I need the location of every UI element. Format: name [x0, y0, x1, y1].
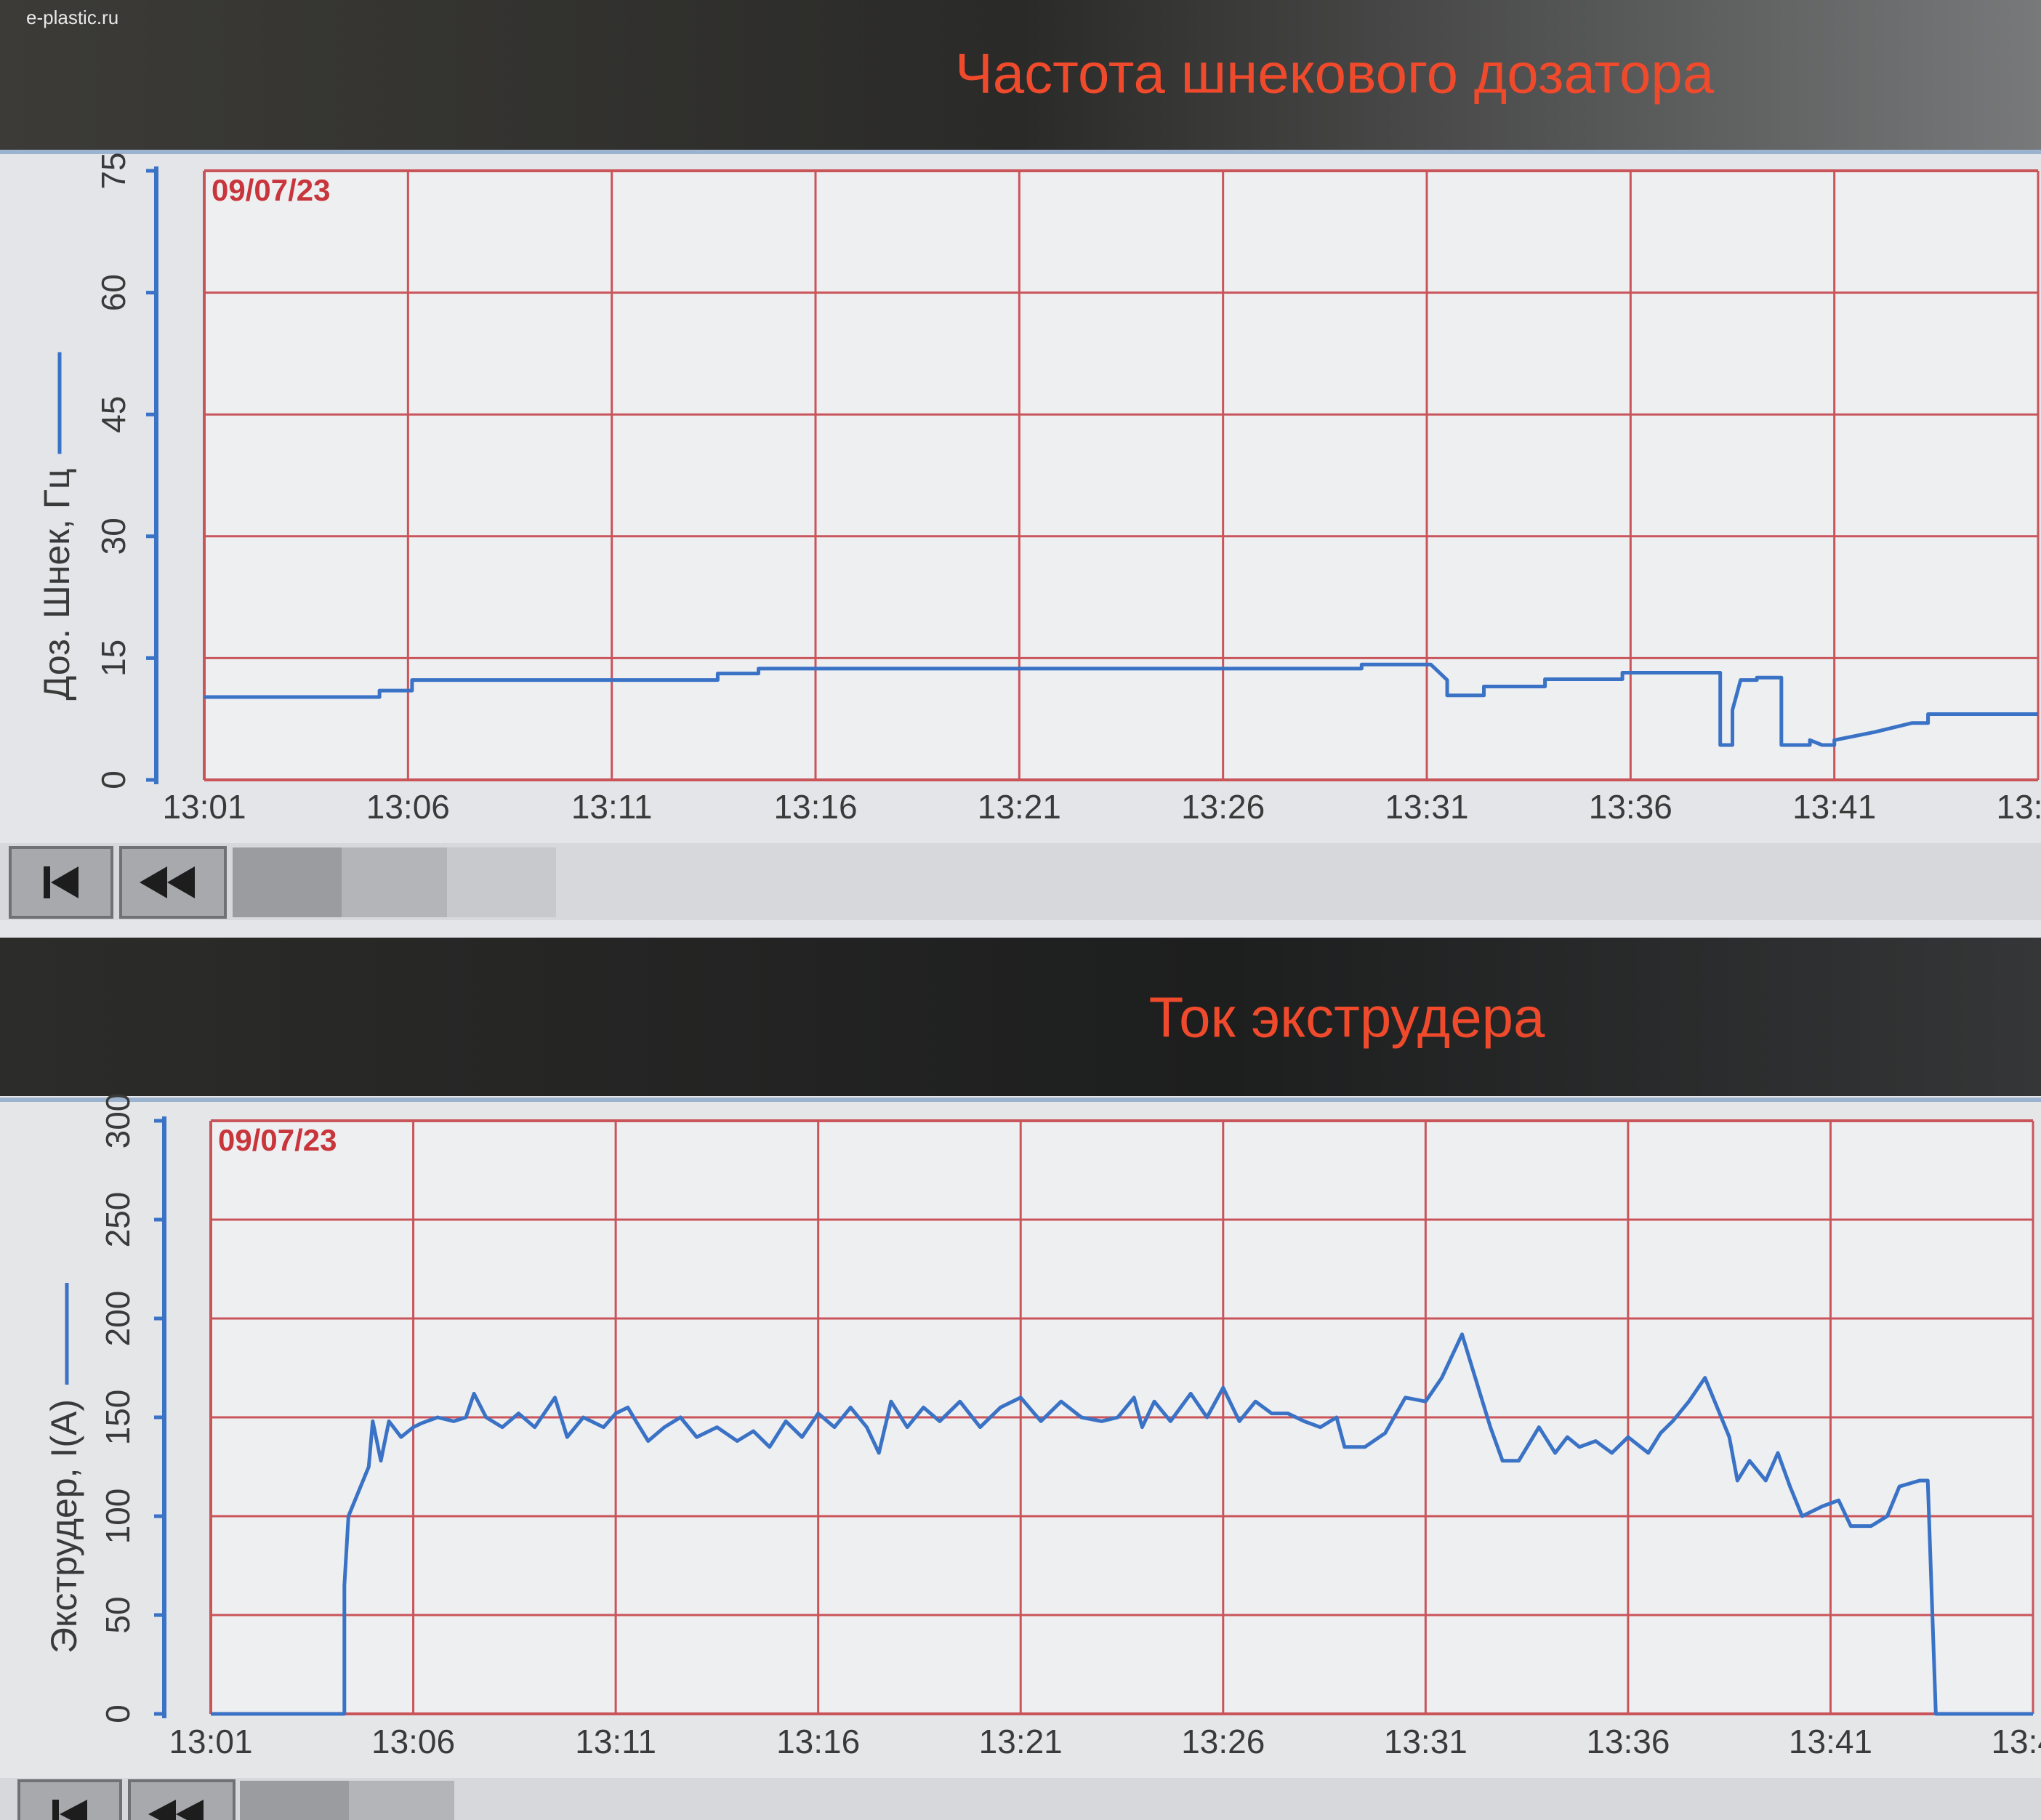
nav-rewind-button[interactable]	[128, 1779, 236, 1820]
date-label: 09/07/23	[218, 1123, 337, 1157]
x-tick-label: 13:21	[978, 788, 1061, 826]
watermark: e-plastic.ru	[26, 7, 118, 28]
y-tick-label: 50	[99, 1596, 137, 1633]
x-tick-label: 13:11	[575, 1723, 656, 1760]
plot-area	[204, 171, 2038, 780]
scroll-segment	[233, 847, 342, 917]
x-tick-label: 13:41	[1789, 1723, 1872, 1760]
x-tick-label: 13:41	[1792, 788, 1876, 826]
y-tick-label: 0	[99, 1704, 137, 1723]
y-axis-title: Экструдер, I(A)	[44, 1399, 84, 1654]
y-tick-label: 75	[94, 152, 132, 189]
x-tick-label: 13:36	[1586, 1723, 1670, 1760]
x-tick-label: 13:01	[169, 1723, 252, 1760]
panel-border	[0, 150, 2041, 154]
x-tick-label: 13:06	[371, 1723, 455, 1760]
x-tick-label: 13:31	[1385, 788, 1468, 826]
y-tick-label: 30	[94, 518, 132, 555]
x-tick-label: 13:01	[162, 788, 246, 826]
x-tick-label: 13:06	[366, 788, 450, 826]
nav-first-button[interactable]	[17, 1779, 122, 1820]
data-line	[204, 662, 2038, 747]
y-tick-label: 200	[99, 1291, 137, 1347]
scroll-segment	[447, 847, 556, 917]
header-band	[0, 938, 2041, 1096]
x-tick-label: 13:21	[979, 1723, 1063, 1760]
y-tick-label: 45	[94, 396, 132, 433]
y-tick-label: 300	[99, 1093, 137, 1149]
y-tick-label: 100	[99, 1489, 137, 1545]
x-tick-label: 13:26	[1181, 1723, 1265, 1760]
x-tick-label: 13:16	[776, 1723, 860, 1760]
nav-rewind-button[interactable]	[119, 846, 227, 919]
y-tick-label: 15	[94, 640, 132, 677]
x-tick-label: 13:16	[773, 788, 857, 826]
x-tick-label: 13:26	[1181, 788, 1265, 826]
chart-title: Ток экструдера	[1149, 986, 1545, 1050]
date-label: 09/07/23	[212, 173, 331, 207]
data-line	[211, 1332, 2033, 1716]
x-tick-label: 13:46	[1991, 1723, 2041, 1760]
x-tick-label: 13:36	[1589, 788, 1672, 826]
scroll-segment	[342, 847, 447, 917]
y-tick-label: 0	[94, 770, 132, 789]
scroll-segment	[240, 1781, 349, 1820]
y-tick-label: 250	[99, 1192, 137, 1248]
y-axis-title: Доз. Шнек, Гц	[36, 469, 77, 701]
header-band	[0, 0, 2041, 151]
chart-title: Частота шнекового дозатора	[955, 41, 1715, 105]
y-tick-label: 60	[94, 274, 132, 311]
x-tick-label: 13:46	[1996, 788, 2041, 826]
panel-border	[0, 1098, 2041, 1102]
x-tick-label: 13:11	[571, 788, 653, 826]
nav-first-button[interactable]	[9, 846, 113, 919]
x-tick-label: 13:31	[1384, 1723, 1468, 1760]
y-tick-label: 150	[99, 1390, 137, 1446]
scroll-segment	[349, 1781, 454, 1820]
